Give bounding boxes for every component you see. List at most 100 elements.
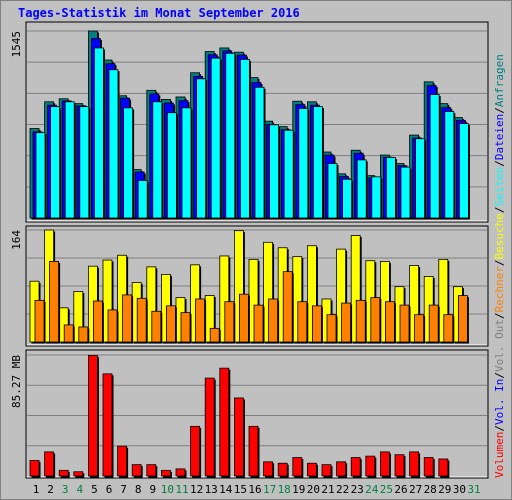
x-tick-label-day-29: 29	[438, 483, 451, 496]
bar-seiten-day-18	[283, 129, 294, 219]
legend-item-2: Dateien	[493, 114, 506, 160]
x-tick-label-day-20: 20	[307, 483, 320, 496]
bar-besuche-day-17	[263, 241, 274, 343]
bar-volumen-day-15	[233, 397, 244, 477]
x-tick-label-day-15: 15	[234, 483, 247, 496]
bar-rechner-day-17	[268, 298, 279, 343]
bar-seiten-day-4	[79, 106, 90, 219]
x-tick-label-day-18: 18	[278, 483, 291, 496]
legend-item-5: /	[493, 206, 506, 213]
x-tick-label-day-23: 23	[351, 483, 364, 496]
x-tick-label-day-16: 16	[248, 483, 261, 496]
bar-volumen-day-13	[204, 377, 215, 477]
bar-rechner-day-19	[297, 301, 308, 343]
bar-seiten-day-7	[123, 107, 133, 219]
bar-rechner-day-26	[399, 304, 410, 343]
bar-rechner-day-28	[428, 304, 439, 343]
bar-seiten-day-8	[137, 180, 148, 219]
bar-seiten-day-15	[239, 59, 250, 219]
bar-rechner-day-21	[326, 314, 337, 343]
bar-seiten-day-22	[342, 178, 353, 219]
bar-seiten-day-24	[371, 176, 382, 219]
bar-seiten-day-20	[312, 106, 323, 219]
x-tick-label-day-4: 4	[76, 483, 83, 496]
bar-volumen-day-1	[29, 459, 40, 477]
bar-volumen-day-25	[379, 451, 390, 477]
bar-seiten-day-23	[356, 159, 367, 219]
bar-seiten-day-3	[64, 101, 75, 219]
bar-volumen-day-10	[160, 469, 171, 477]
chart-title: Tages-Statistik im Monat September 2016	[18, 6, 300, 20]
legend-item-7: /	[493, 259, 506, 266]
bar-seiten-day-27	[415, 138, 426, 219]
x-tick-label-day-9: 9	[149, 483, 156, 496]
bar-volumen-day-23	[350, 457, 361, 477]
bar-rechner-day-2	[49, 261, 59, 343]
x-tick-label-day-12: 12	[190, 483, 203, 496]
bar-rechner-day-8	[136, 297, 147, 343]
x-tick-label-day-5: 5	[91, 483, 98, 496]
bar-volumen-day-16	[248, 425, 259, 477]
legend-item-13: /	[493, 425, 506, 432]
bar-rechner-day-23	[355, 299, 366, 343]
bar-volumen-day-2	[44, 451, 54, 477]
bar-volumen-day-7	[117, 445, 127, 477]
bar-volumen-day-6	[102, 373, 113, 477]
x-tick-label-day-28: 28	[424, 483, 437, 496]
bar-rechner-day-25	[384, 301, 395, 343]
bar-seiten-day-11	[181, 107, 192, 219]
x-tick-label-day-13: 13	[205, 483, 218, 496]
bar-volumen-day-3	[58, 469, 69, 477]
bar-seiten-day-29	[444, 111, 455, 219]
legend-item-3: /	[493, 160, 506, 167]
bar-seiten-day-5	[94, 47, 104, 219]
bar-volumen-day-5	[88, 354, 98, 477]
bar-volumen-day-27	[409, 451, 420, 477]
top-ymax-label: 1545	[10, 31, 23, 58]
legend-item-4: Seiten	[493, 167, 506, 207]
bar-seiten-day-14	[225, 52, 236, 219]
bar-volumen-day-19	[292, 457, 303, 477]
bar-seiten-day-28	[429, 94, 440, 219]
bar-rechner-day-4	[78, 326, 89, 343]
bar-volumen-day-17	[263, 461, 274, 477]
bar-rechner-day-9	[151, 310, 162, 343]
x-tick-label-day-6: 6	[106, 483, 113, 496]
bar-volumen-day-26	[394, 454, 405, 477]
legend-item-11: /	[493, 372, 506, 379]
bar-seiten-day-26	[400, 166, 411, 219]
x-tick-label-day-25: 25	[380, 483, 393, 496]
x-tick-label-day-8: 8	[135, 483, 142, 496]
bar-seiten-day-12	[196, 78, 207, 219]
right-legend: Volumen/Vol. In/Vol. Out/Rechner/Besuche…	[493, 54, 506, 478]
legend-item-8: Rechner	[493, 266, 506, 313]
bar-volumen-day-18	[277, 462, 288, 477]
x-tick-label-day-26: 26	[394, 483, 407, 496]
x-tick-label-day-7: 7	[120, 483, 127, 496]
bar-rechner-day-7	[122, 294, 132, 343]
bottom-ymax-label: 85.27 MB	[10, 355, 23, 408]
bar-rechner-day-24	[370, 297, 381, 343]
bar-besuche-day-22	[336, 248, 347, 343]
bar-seiten-day-19	[298, 108, 309, 219]
bar-rechner-day-20	[311, 305, 322, 343]
bar-volumen-day-14	[219, 367, 230, 477]
bar-rechner-day-18	[282, 271, 293, 343]
legend-item-1: /	[493, 107, 506, 114]
bar-volumen-day-29	[438, 458, 449, 477]
bar-volumen-day-28	[423, 457, 434, 477]
x-tick-label-day-27: 27	[409, 483, 422, 496]
bar-besuche-day-6	[102, 259, 113, 343]
bar-seiten-day-17	[269, 124, 280, 219]
x-tick-label-day-10: 10	[161, 483, 174, 496]
bar-besuche-day-27	[409, 265, 420, 343]
bar-seiten-day-13	[210, 57, 221, 219]
x-tick-label-day-24: 24	[365, 483, 379, 496]
legend-item-14: Volumen	[493, 432, 506, 478]
bar-seiten-day-10	[166, 112, 177, 219]
middle-ymax-label: 164	[10, 230, 23, 250]
bar-volumen-day-8	[131, 464, 142, 477]
bar-besuche-day-14	[219, 255, 230, 343]
bar-seiten-day-21	[327, 163, 338, 219]
bar-volumen-day-12	[190, 425, 201, 477]
